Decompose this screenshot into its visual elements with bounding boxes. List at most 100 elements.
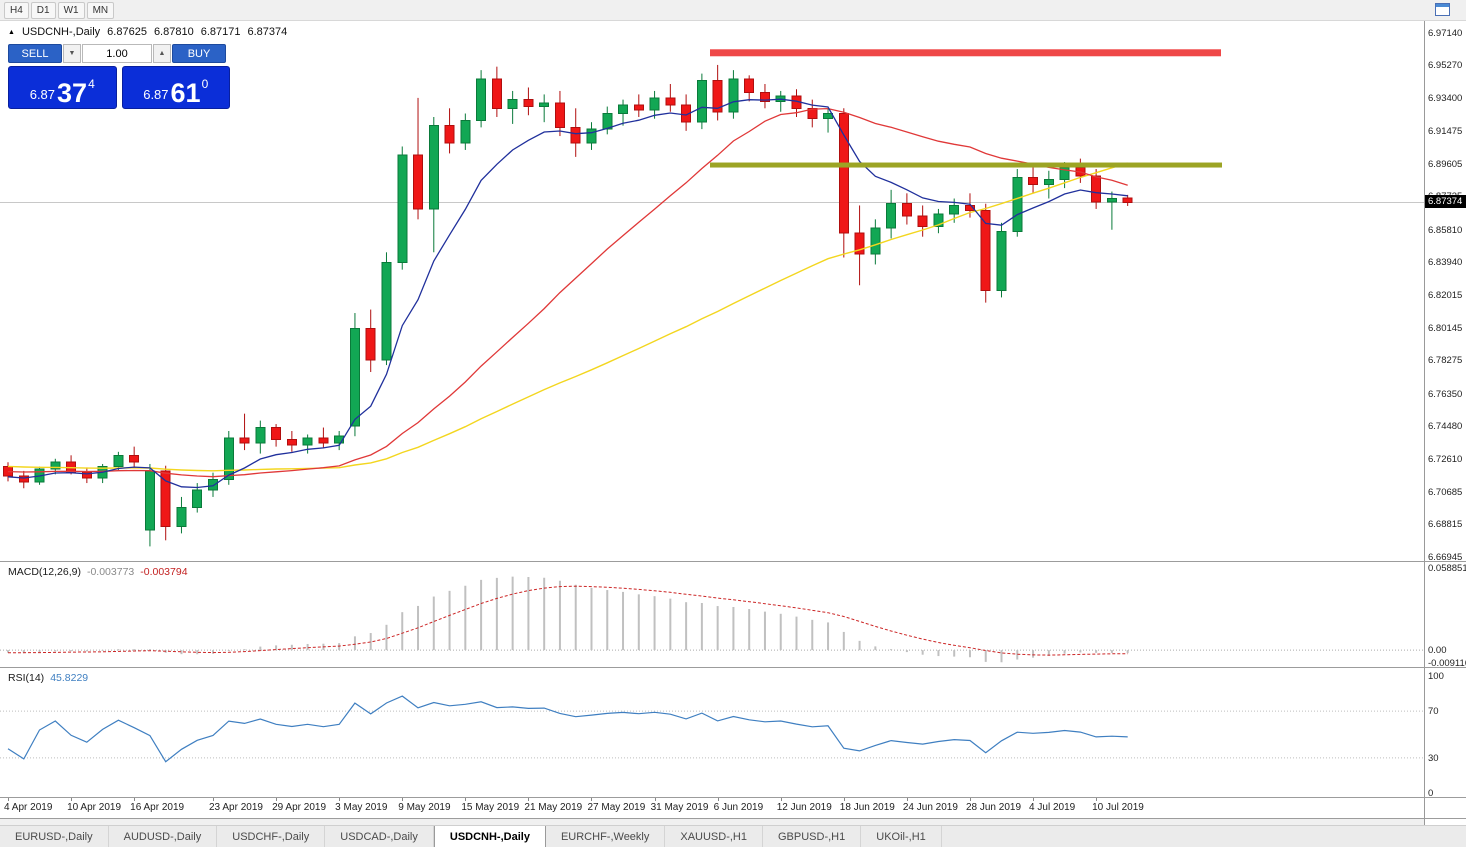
candle [602,113,613,130]
candle [570,126,581,144]
time-axis-label: 16 Apr 2019 [130,802,185,813]
candle [649,97,660,111]
time-axis-label: 12 Jun 2019 [776,802,832,813]
rsi-label: RSI(14) 45.8229 [8,672,88,684]
time-axis-tick [134,798,136,801]
candle [18,475,29,483]
symbol-title: USDCNH-,Daily [21,26,101,38]
time-axis-tick [1096,798,1098,801]
symbol-tab-gbpusd-h1[interactable]: GBPUSD-,H1 [763,826,862,847]
time-axis[interactable]: 4 Apr 2019 10 Apr 2019 16 Apr 2019 23 Apr 2… [0,798,1424,818]
volume-input[interactable] [82,44,152,63]
candle [223,437,234,481]
chart-scrollbar[interactable] [0,819,1466,825]
current-price-badge: 6.87374 [1425,195,1466,209]
candle [1012,177,1023,232]
candle [334,435,345,444]
candle [712,80,723,113]
candle [823,113,834,120]
rsi-chart[interactable] [0,668,1424,797]
symbol-tab-usdchf-daily[interactable]: USDCHF-,Daily [217,826,326,847]
candle [917,215,928,227]
candle [176,506,187,527]
volume-decrease-button[interactable]: ▼ [63,44,81,63]
ma-fast-line [7,98,1128,489]
candle [759,92,770,102]
time-axis-tick [402,798,404,801]
macd-scale-label: -0.009116 [1428,658,1466,669]
candle [949,204,960,215]
candle [618,104,629,115]
rsi-value: 45.8229 [50,672,89,684]
price-chart[interactable] [0,0,1424,561]
time-axis-tick [906,798,908,801]
candle [523,99,534,108]
time-axis-tick [339,798,341,801]
timeframe-button-d1[interactable]: D1 [30,1,56,19]
candle [696,80,707,123]
volume-increase-button[interactable]: ▲ [153,44,171,63]
time-axis-label: 29 Apr 2019 [272,802,327,813]
price-scale-label: 6.85810 [1428,224,1463,236]
time-axis-label: 15 May 2019 [461,802,520,813]
sell-button[interactable]: SELL [8,44,62,63]
symbol-tab-xauusd-h1[interactable]: XAUUSD-,H1 [665,826,763,847]
macd-signal-value: -0.003794 [140,566,188,578]
price-scale-label: 6.66945 [1428,551,1463,563]
buy-quote[interactable]: 6.87 61 0 [121,66,230,109]
price-scale-label: 6.93400 [1428,92,1463,104]
ohlc-open: 6.87625 [107,26,147,38]
symbol-tab-usdcad-daily[interactable]: USDCAD-,Daily [325,826,434,847]
sell-quote-pip: 4 [88,77,95,91]
resistance-line [710,49,1221,57]
symbol-tab-eurchf-weekly[interactable]: EURCHF-,Weekly [546,826,666,847]
buy-button[interactable]: BUY [172,44,226,63]
candle [192,489,203,508]
timeframe-button-h4[interactable]: H4 [4,1,29,19]
sell-quote[interactable]: 6.87 37 4 [8,66,117,109]
panel-splitter[interactable] [0,561,1466,562]
price-scale-label: 6.89605 [1428,158,1463,170]
candle [633,104,644,111]
candle [460,119,471,144]
candle [302,437,313,446]
chart-window-icon[interactable] [1435,3,1450,16]
axis-bottom-line [0,818,1466,819]
sell-quote-small: 6.87 [29,87,56,102]
ohlc-high: 6.87810 [153,26,194,38]
price-scale-label: 6.70685 [1428,486,1463,498]
rsi-line [7,695,1128,763]
time-axis-label: 10 Apr 2019 [67,802,122,813]
price-scale-label: 6.80145 [1428,322,1463,334]
macd-scale-label: 0.00 [1428,645,1447,657]
time-axis-label: 24 Jun 2019 [902,802,958,813]
candle [428,125,439,210]
symbol-tab-eurusd-daily[interactable]: EURUSD-,Daily [0,826,109,847]
time-axis-tick [780,798,782,801]
candle [665,97,676,106]
panel-splitter[interactable] [0,667,1466,668]
candle [491,78,502,109]
candle [286,439,297,446]
macd-chart[interactable] [0,562,1424,667]
symbol-tab-ukoil-h1[interactable]: UKOil-,H1 [861,826,942,847]
ohlc-low: 6.87171 [200,26,241,38]
timeframe-button-w1[interactable]: W1 [57,1,85,19]
time-axis-tick [276,798,278,801]
time-axis-label: 23 Apr 2019 [209,802,263,813]
timeframe-buttons: H4 D1 W1 MN [4,1,115,19]
symbol-tab-audusd-daily[interactable]: AUDUSD-,Daily [109,826,218,847]
macd-scale-label: 0.058851 [1428,563,1466,574]
symbol-tab-usdcnh-daily[interactable]: USDCNH-,Daily [433,826,546,847]
price-scale[interactable]: 6.971406.952706.934006.914756.896056.877… [1424,0,1466,825]
symbol-header: ▲ USDCNH-,Daily 6.87625 6.87810 6.87171 … [8,26,294,38]
macd-label: MACD(12,26,9) -0.003773 -0.003794 [8,566,188,578]
timeframe-button-mn[interactable]: MN [86,1,115,19]
price-scale-label: 6.72610 [1428,453,1463,465]
toolbar: H4 D1 W1 MN [0,0,1466,21]
time-axis-label: 6 Jun 2019 [713,802,764,813]
ma-slow-line [7,162,1128,472]
candle [349,328,360,427]
chart-tabs: EURUSD-,Daily AUDUSD-,Daily USDCHF-,Daily U… [0,825,1466,847]
